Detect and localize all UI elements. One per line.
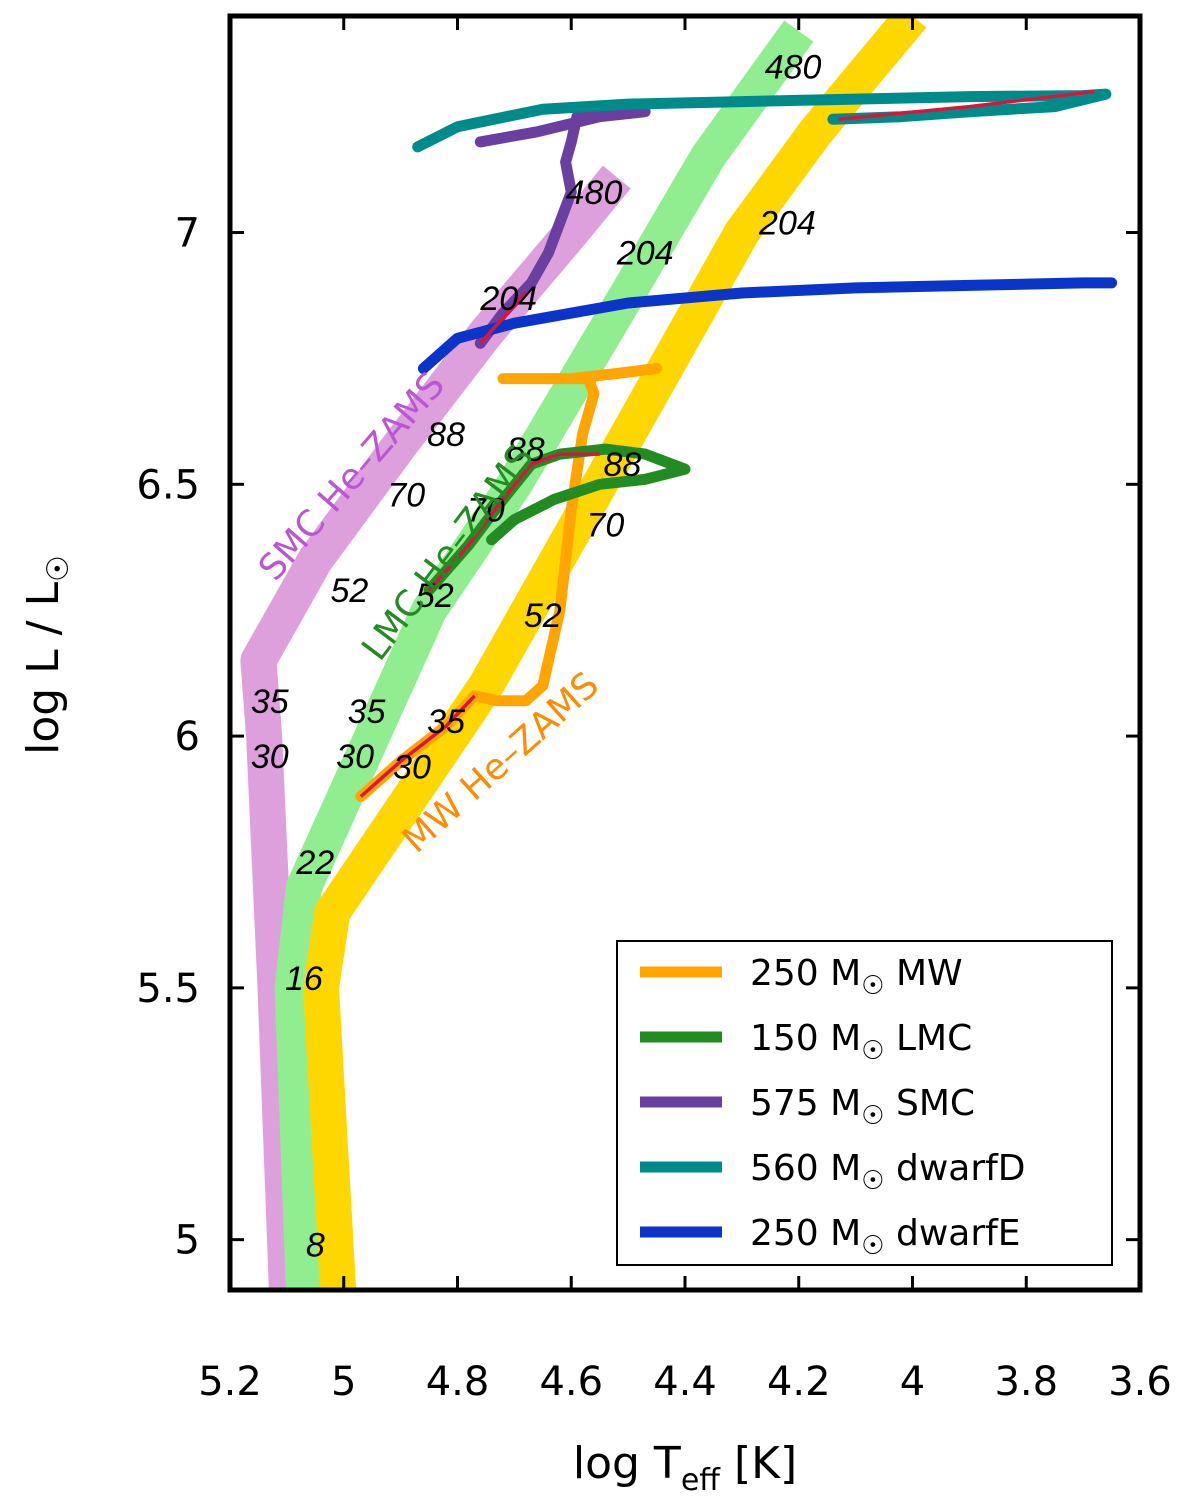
mass-label: 204 xyxy=(479,280,537,318)
x-tick-label: 5 xyxy=(331,1359,356,1405)
mass-label: 35 xyxy=(251,683,289,721)
y-tick-label: 5.5 xyxy=(136,966,200,1012)
x-tick-label: 5.2 xyxy=(198,1359,262,1405)
track-2 xyxy=(474,101,651,349)
x-tick-label: 4 xyxy=(900,1359,925,1405)
red-overlay-2 xyxy=(478,291,528,345)
legend-label: 150 M☉ LMC xyxy=(750,1018,972,1066)
legend-label: 250 M☉ MW xyxy=(750,953,963,1001)
legend: 250 M☉ MW 150 M☉ LMC 575 M☉ SMC 560 M☉ dwar… xyxy=(616,940,1113,1266)
mass-label: 480 xyxy=(566,174,623,212)
evolution-tracks xyxy=(355,88,1118,802)
mass-label: 70 xyxy=(467,492,505,530)
track-3 xyxy=(412,88,1112,153)
y-tick-label: 5 xyxy=(175,1218,200,1264)
mass-label: 16 xyxy=(285,960,323,998)
mass-label: 52 xyxy=(330,572,368,610)
mass-label: 204 xyxy=(758,205,816,243)
mass-label: 30 xyxy=(336,738,374,776)
mass-label: 22 xyxy=(295,844,334,882)
mass-label: 88 xyxy=(603,446,641,484)
mass-label: 70 xyxy=(586,507,624,545)
red-overlays xyxy=(359,89,1095,798)
x-tick-label: 4.6 xyxy=(539,1359,603,1405)
mass-label: 480 xyxy=(765,48,822,86)
red-overlay-3 xyxy=(838,89,1095,121)
mass-label: 35 xyxy=(427,703,465,741)
track-4 xyxy=(417,277,1118,374)
mass-label: 8 xyxy=(306,1227,325,1265)
mass-label: 88 xyxy=(507,431,545,469)
mass-label: 30 xyxy=(393,748,431,786)
x-tick-label: 4.4 xyxy=(653,1359,717,1405)
axis-ticks: 5.2 5 4.8 4.6 4.4 4.2 4 3.8 3.6 5 5.5 6 6.5 7 xyxy=(136,16,1172,1405)
mass-label: 30 xyxy=(251,738,289,776)
mass-label: 52 xyxy=(524,597,562,635)
y-tick-label: 6 xyxy=(175,714,200,760)
x-tick-label: 4.2 xyxy=(767,1359,831,1405)
mass-label: 35 xyxy=(348,693,386,731)
mass-label: 204 xyxy=(616,235,674,273)
x-tick-label: 3.6 xyxy=(1108,1359,1172,1405)
y-tick-label: 6.5 xyxy=(136,462,200,508)
x-axis-title: log Teff [K] xyxy=(573,1438,797,1498)
zams-band-2 xyxy=(303,16,927,1290)
y-tick-label: 7 xyxy=(175,211,200,257)
legend-label: 560 M☉ dwarfD xyxy=(750,1148,1026,1196)
x-tick-label: 3.8 xyxy=(994,1359,1058,1405)
mass-labels: 1622303552708820448083035527088204480303… xyxy=(251,48,822,1264)
mass-label: 88 xyxy=(427,416,465,454)
mass-label: 52 xyxy=(416,577,454,615)
y-axis-title: log L / L☉ xyxy=(18,555,76,755)
x-tick-label: 4.8 xyxy=(426,1359,490,1405)
zams-band-1 xyxy=(274,20,814,1290)
mass-label: 70 xyxy=(387,476,425,514)
legend-label: 250 M☉ dwarfE xyxy=(750,1213,1021,1261)
legend-label: 575 M☉ SMC xyxy=(750,1083,975,1131)
red-overlay-1 xyxy=(427,452,600,592)
red-overlay-0 xyxy=(359,694,476,798)
